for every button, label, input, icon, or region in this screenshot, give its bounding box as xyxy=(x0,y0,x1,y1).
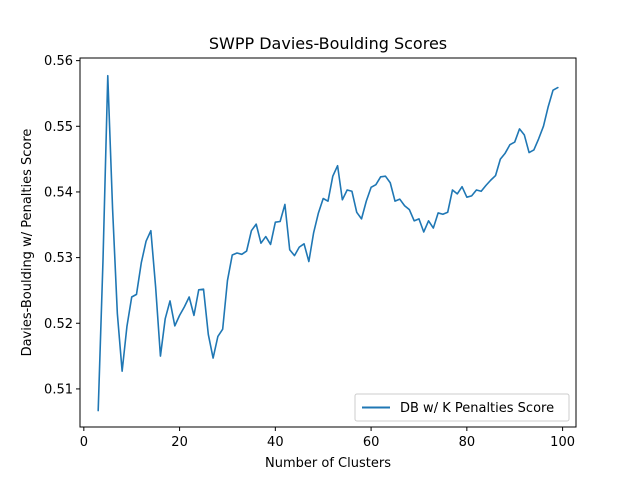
x-tick-label: 80 xyxy=(459,435,476,450)
x-tick-label: 100 xyxy=(550,435,575,450)
y-tick-label: 0.55 xyxy=(44,120,73,135)
x-tick-label: 40 xyxy=(267,435,284,450)
x-tick-label: 0 xyxy=(80,435,88,450)
y-axis: 0.51 0.52 0.53 0.54 0.55 0.56 xyxy=(44,54,80,397)
y-tick-label: 0.51 xyxy=(44,382,73,397)
y-tick-label: 0.54 xyxy=(44,185,73,200)
y-axis-label: Davies-Boulding w/ Penalties Score xyxy=(20,129,35,357)
x-tick-label: 20 xyxy=(171,435,188,450)
x-tick-label: 60 xyxy=(363,435,380,450)
legend: DB w/ K Penalties Score xyxy=(354,393,570,422)
chart-title: SWPP Davies-Boulding Scores xyxy=(209,34,447,53)
plot-area xyxy=(97,74,559,412)
series-line-0 xyxy=(97,74,559,412)
y-tick-label: 0.53 xyxy=(44,251,73,266)
x-axis-label: Number of Clusters xyxy=(265,456,391,471)
plot-frame xyxy=(79,57,577,428)
x-axis: 0 20 40 60 80 100 xyxy=(80,427,575,450)
y-tick-label: 0.56 xyxy=(44,54,73,69)
y-tick-label: 0.52 xyxy=(44,317,73,332)
legend-label: DB w/ K Penalties Score xyxy=(400,401,554,416)
legend-box xyxy=(354,393,570,422)
